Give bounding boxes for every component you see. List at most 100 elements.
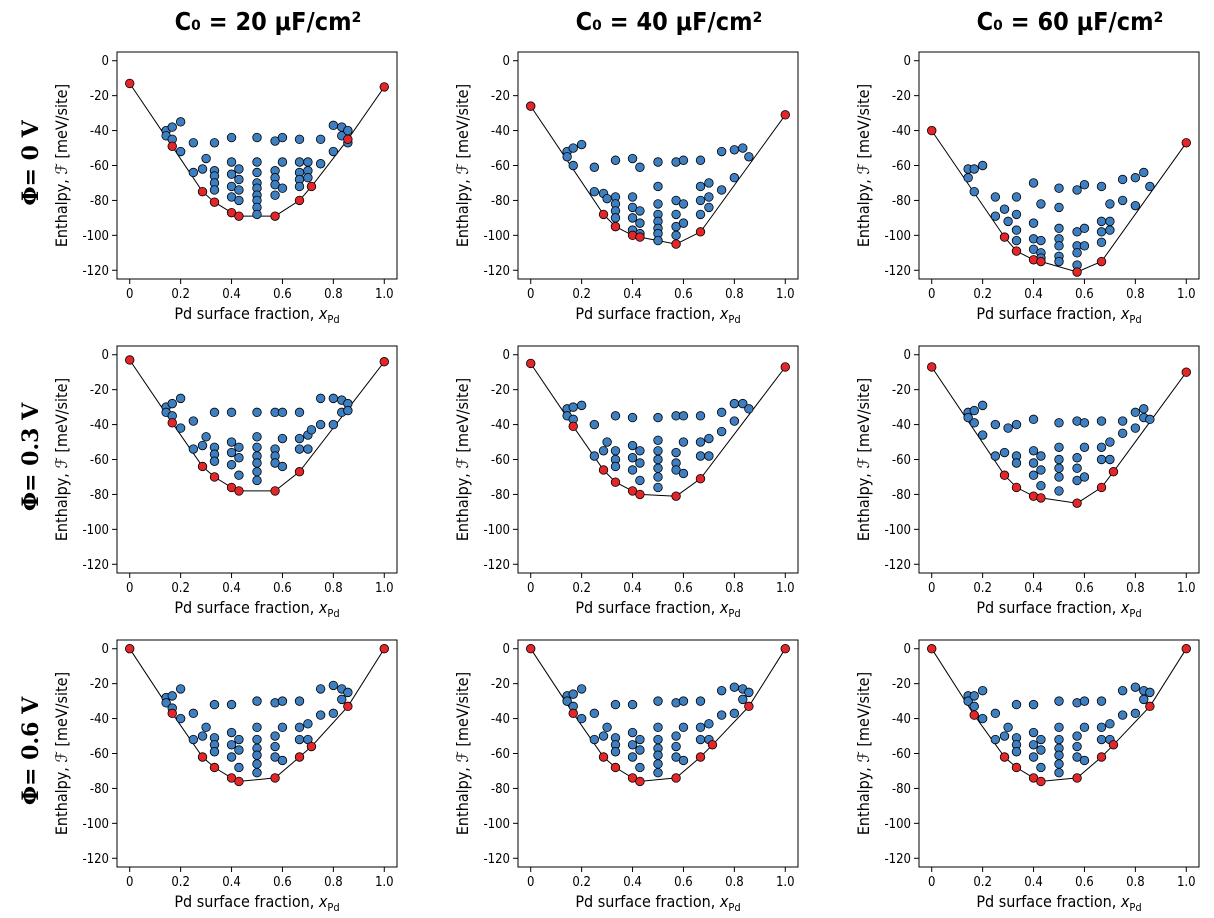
- metastable-point: [635, 734, 645, 745]
- hull-point: [635, 232, 645, 242]
- metastable-point: [1130, 173, 1141, 183]
- metastable-point: [627, 192, 638, 202]
- metastable-point: [188, 708, 199, 719]
- x-axis-label: Pd surface fraction, xPd: [174, 304, 339, 326]
- metastable-point: [234, 762, 244, 773]
- metastable-point: [201, 153, 211, 164]
- y-tick-label: 0: [503, 642, 510, 657]
- metastable-point: [294, 433, 305, 444]
- metastable-point: [1011, 419, 1022, 430]
- x-tick-label: 0.2: [171, 287, 190, 302]
- metastable-point: [999, 204, 1010, 214]
- y-tick-label: -80: [892, 782, 911, 797]
- x-tick-label: 0: [527, 581, 534, 596]
- y-axis-label: Enthalpy, ℱ [meV/site]: [453, 672, 472, 835]
- metastable-point: [1036, 451, 1046, 461]
- hull-point: [234, 486, 244, 496]
- metastable-point: [1028, 446, 1039, 456]
- y-tick-label: 0: [503, 54, 510, 69]
- metastable-point: [678, 155, 689, 165]
- metastable-point: [1028, 458, 1039, 468]
- hull-point: [1181, 644, 1191, 654]
- hull-point: [125, 644, 135, 654]
- hull-point: [695, 474, 706, 484]
- metastable-point: [589, 162, 600, 172]
- hull-point: [1096, 256, 1107, 267]
- hull-point: [1181, 138, 1191, 148]
- x-tick-label: 1.0: [776, 287, 795, 302]
- metastable-point: [704, 719, 714, 729]
- metastable-point: [678, 722, 689, 733]
- y-tick-label: -40: [90, 124, 109, 139]
- metastable-point: [188, 734, 199, 745]
- x-tick-label: 1.0: [375, 581, 394, 596]
- hull-point: [568, 708, 578, 719]
- metastable-point: [252, 458, 262, 468]
- x-tick-label: 0.6: [1075, 581, 1094, 596]
- metastable-point: [1105, 719, 1115, 729]
- y-tick-label: -80: [491, 194, 510, 209]
- metastable-point: [209, 456, 220, 466]
- y-tick-label: 0: [102, 54, 109, 69]
- metastable-point: [252, 432, 262, 442]
- metastable-point: [963, 173, 973, 183]
- metastable-point: [589, 419, 600, 430]
- metastable-point: [969, 691, 979, 701]
- metastable-point: [568, 143, 578, 153]
- hull-point: [343, 701, 353, 712]
- metastable-point: [653, 750, 663, 760]
- metastable-point: [568, 689, 578, 699]
- metastable-point: [576, 684, 587, 694]
- y-tick-label: -60: [90, 159, 109, 174]
- y-tick-label: -120: [483, 852, 510, 867]
- metastable-point: [716, 710, 727, 720]
- metastable-point: [1079, 223, 1090, 234]
- x-axis-label-subscript: Pd: [327, 313, 339, 326]
- y-tick-label: -20: [491, 677, 510, 692]
- hull-point: [610, 762, 621, 773]
- x-axis-label-text: Pd surface fraction,: [575, 598, 720, 617]
- metastable-point: [252, 722, 262, 733]
- metastable-point: [1072, 453, 1082, 463]
- metastable-point: [337, 694, 347, 705]
- metastable-point: [1036, 745, 1046, 755]
- x-axis-label-variable: x: [318, 892, 328, 911]
- metastable-point: [294, 407, 305, 418]
- y-axis-label: Enthalpy, ℱ [meV/site]: [52, 672, 71, 835]
- y-tick-label: -60: [491, 747, 510, 762]
- x-axis-label-variable: x: [1120, 598, 1130, 617]
- metastable-point: [562, 696, 572, 706]
- x-tick-label: 0.6: [1075, 875, 1094, 890]
- metastable-point: [234, 745, 244, 755]
- metastable-point: [1130, 200, 1141, 211]
- metastable-point: [729, 682, 740, 692]
- metastable-point: [234, 185, 244, 195]
- metastable-point: [744, 152, 754, 162]
- y-tick-label: 0: [904, 348, 911, 363]
- x-tick-label: 0.6: [273, 581, 292, 596]
- metastable-point: [209, 138, 220, 148]
- y-tick-label: -20: [90, 89, 109, 104]
- metastable-point: [969, 164, 979, 174]
- metastable-point: [315, 159, 326, 169]
- panel-r0c0: 0 0.2 0.4 0.6 0.8 1.0 0 -20 -40 -60 -80 -100 -120 Pd …: [52, 51, 398, 326]
- metastable-point: [738, 398, 748, 409]
- x-tick-label: 0.2: [572, 581, 591, 596]
- metastable-point: [963, 696, 973, 706]
- y-tick-label: -100: [82, 523, 109, 538]
- x-tick-label: 0.6: [674, 875, 693, 890]
- metastable-point: [589, 186, 600, 197]
- metastable-point: [695, 209, 706, 220]
- metastable-point: [226, 437, 237, 447]
- metastable-point: [635, 162, 645, 172]
- x-tick-label: 0: [126, 287, 133, 302]
- hull-point: [610, 221, 621, 232]
- x-tick-label: 0.4: [623, 287, 642, 302]
- metastable-point: [1003, 216, 1013, 227]
- x-axis-label-variable: x: [1120, 304, 1130, 323]
- x-tick-label: 0.8: [725, 581, 744, 596]
- metastable-point: [729, 145, 740, 155]
- y-tick-label: -80: [491, 488, 510, 503]
- convex-hull-line: [931, 130, 1187, 273]
- hull-point: [270, 486, 280, 496]
